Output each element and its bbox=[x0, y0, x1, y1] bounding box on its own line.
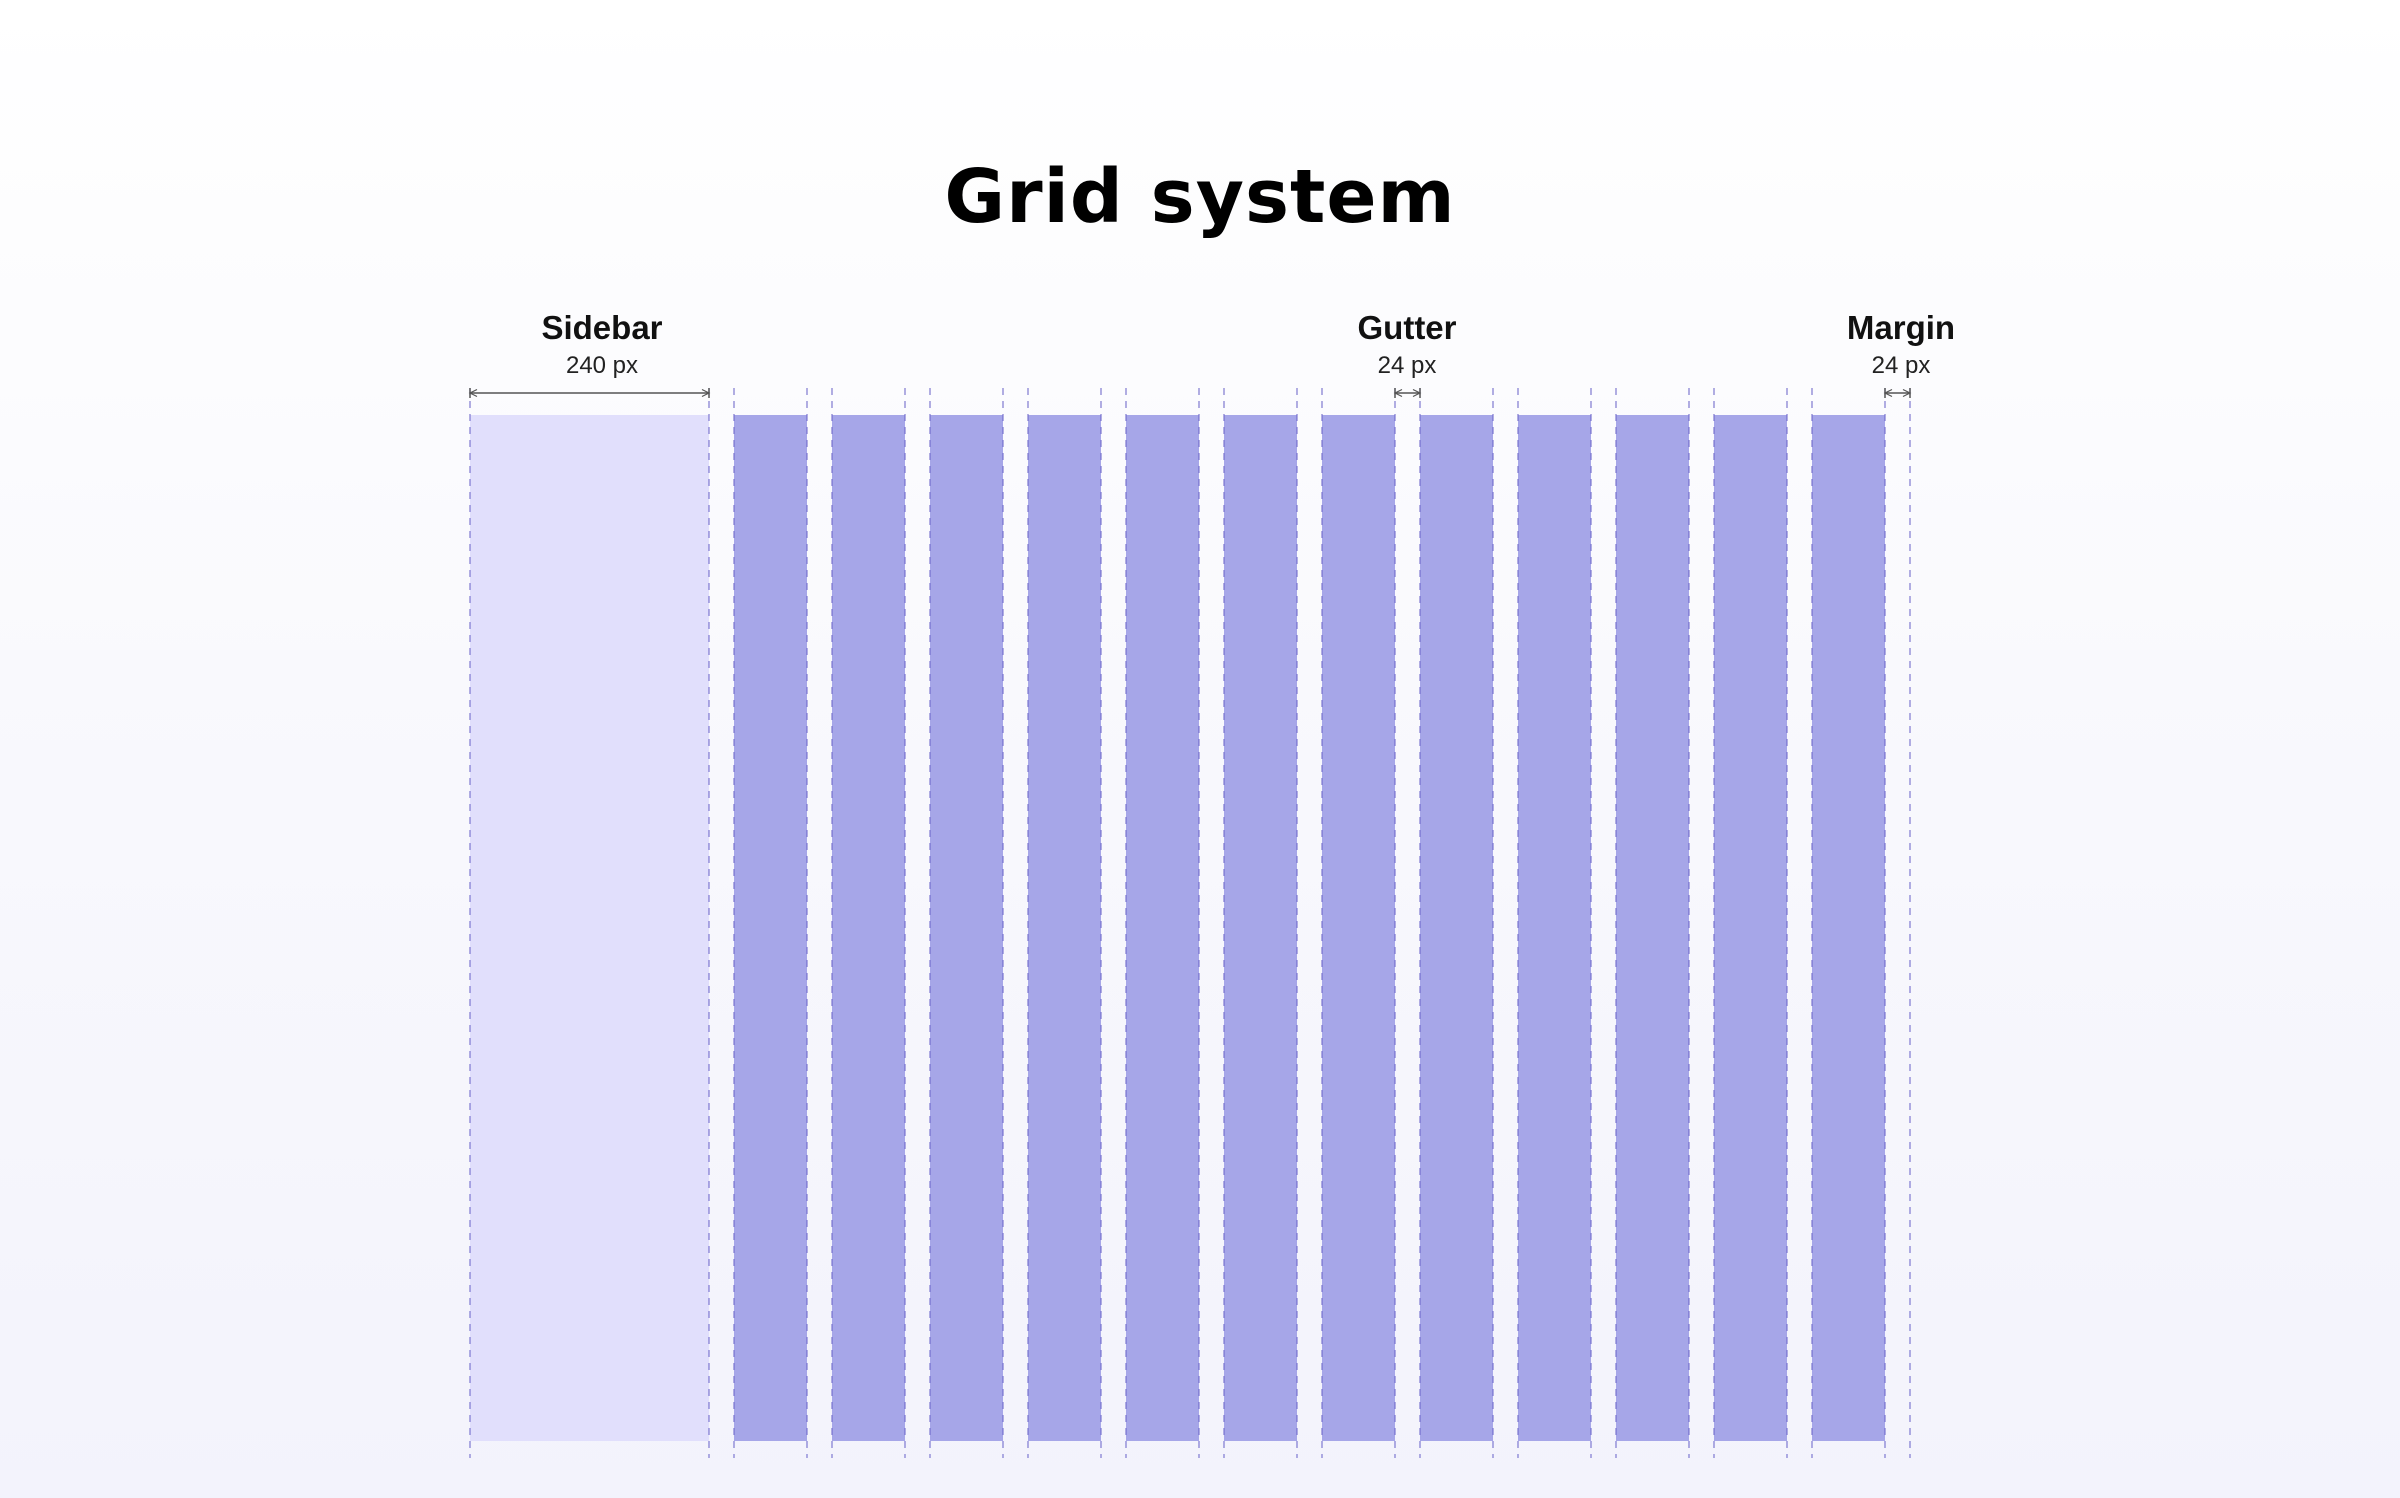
margin-label: Margin bbox=[1846, 309, 1956, 346]
grid-column bbox=[1714, 415, 1787, 1441]
sidebar-dimension-arrow-end bbox=[701, 388, 711, 398]
margin-dimension-arrow-end bbox=[1902, 388, 1912, 398]
grid-column bbox=[1028, 415, 1101, 1441]
grid-column bbox=[1420, 415, 1493, 1441]
page-title: Grid system bbox=[944, 154, 1456, 240]
grid-column bbox=[1322, 415, 1395, 1441]
gutter-dimension-arrow-end bbox=[1412, 388, 1422, 398]
sidebar-label: Sidebar bbox=[541, 309, 663, 346]
grid-column bbox=[832, 415, 905, 1441]
margin-annotation: Margin 24 px bbox=[1771, 309, 2031, 380]
sidebar-region bbox=[470, 415, 709, 1441]
grid-column bbox=[1126, 415, 1199, 1441]
grid-column bbox=[1518, 415, 1591, 1441]
gutter-width-value: 24 px bbox=[1377, 352, 1437, 380]
grid-column bbox=[734, 415, 807, 1441]
grid-column bbox=[1812, 415, 1885, 1441]
margin-dimension-arrow-start bbox=[1883, 388, 1893, 398]
sidebar-dimension-arrow-start bbox=[468, 388, 478, 398]
margin-width-value: 24 px bbox=[1871, 352, 1931, 380]
sidebar-width-value: 240 px bbox=[565, 352, 639, 380]
grid-column bbox=[1224, 415, 1297, 1441]
gutter-label: Gutter bbox=[1357, 309, 1457, 346]
sidebar-annotation: Sidebar 240 px bbox=[472, 309, 732, 380]
gutter-dimension-arrow-start bbox=[1393, 388, 1403, 398]
grid-column bbox=[1616, 415, 1689, 1441]
grid-column bbox=[930, 415, 1003, 1441]
gutter-annotation: Gutter 24 px bbox=[1277, 309, 1537, 380]
